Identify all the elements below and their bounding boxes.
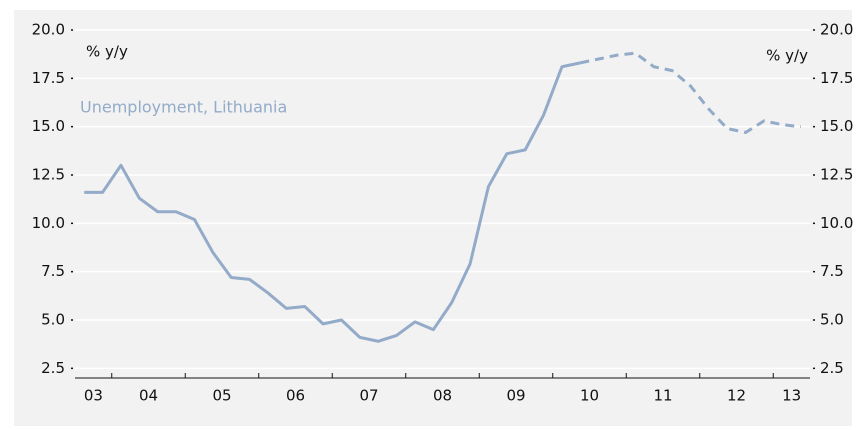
y-tick-label: 5.0 <box>41 311 65 329</box>
x-tick-label: 03 <box>84 387 103 405</box>
y2-axis-label: % y/y <box>766 47 808 65</box>
x-tick-label: 07 <box>359 387 378 405</box>
data-line <box>84 61 581 343</box>
y2-tick-label: 20.0 <box>820 21 853 39</box>
y-tick-label: 10.0 <box>32 214 65 232</box>
y2-tick-label: 5.0 <box>820 311 844 329</box>
x-tick-label: 06 <box>286 387 305 405</box>
x-tick-label: 10 <box>580 387 599 405</box>
y2-tick-label: 2.5 <box>820 359 844 377</box>
legend-entry: Unemployment, Lithuania <box>80 98 287 117</box>
x-tick-label: 12 <box>727 387 746 405</box>
y-tick-label: 20.0 <box>32 21 65 39</box>
y-axis-label: % y/y <box>86 43 128 61</box>
x-tick-label: 09 <box>506 387 525 405</box>
y2-tick-label: 17.5 <box>820 69 853 87</box>
y2-tick-label: 12.5 <box>820 166 853 184</box>
x-tick-label: 13 <box>782 387 801 405</box>
x-tick-label: 05 <box>212 387 231 405</box>
chart-background <box>14 10 852 426</box>
y-tick-label: 2.5 <box>41 359 65 377</box>
forecast-line <box>580 51 801 134</box>
y-tick-label: 17.5 <box>32 69 65 87</box>
y2-tick-label: 15.0 <box>820 117 853 135</box>
y2-tick-label: 7.5 <box>820 262 844 280</box>
y-tick-label: 12.5 <box>32 166 65 184</box>
x-tick-label: 11 <box>653 387 672 405</box>
x-tick-label: 08 <box>433 387 452 405</box>
y-tick-label: 7.5 <box>41 262 65 280</box>
y2-tick-label: 10.0 <box>820 214 853 232</box>
x-tick-label: 04 <box>139 387 158 405</box>
y-tick-label: 15.0 <box>32 117 65 135</box>
